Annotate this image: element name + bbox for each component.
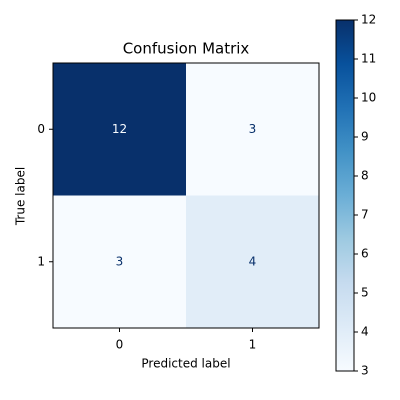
colorbar (335, 19, 355, 372)
plot-frame (52, 62, 320, 329)
cell-label: 3 (249, 122, 257, 136)
x-tick-label: 0 (116, 338, 124, 352)
cell (53, 63, 186, 196)
cell (186, 63, 319, 196)
chart-title: Confusion Matrix (123, 40, 250, 58)
colorbar-tick-label: 10 (361, 91, 376, 105)
colorbar-tick-label: 6 (361, 247, 369, 261)
y-tick-label: 0 (37, 122, 45, 136)
cell-label: 4 (249, 254, 257, 268)
y-tick-label: 1 (37, 254, 45, 268)
colorbar-tick-label: 11 (361, 52, 376, 66)
colorbar-tick-label: 3 (361, 364, 369, 378)
colorbar-tick-label: 12 (361, 13, 376, 27)
colorbar-tick-label: 7 (361, 208, 369, 222)
cell-label: 12 (112, 122, 127, 136)
colorbar-tick-label: 4 (361, 325, 369, 339)
cell (186, 195, 319, 328)
colorbar-tick-label: 5 (361, 286, 369, 300)
x-tick-label: 1 (249, 338, 257, 352)
cell (53, 195, 186, 328)
cell-label: 3 (116, 254, 124, 268)
y-axis-label: True label (14, 167, 28, 226)
colorbar-tick-label: 8 (361, 169, 369, 183)
x-axis-label: Predicted label (141, 357, 230, 371)
colorbar-tick-label: 9 (361, 130, 369, 144)
